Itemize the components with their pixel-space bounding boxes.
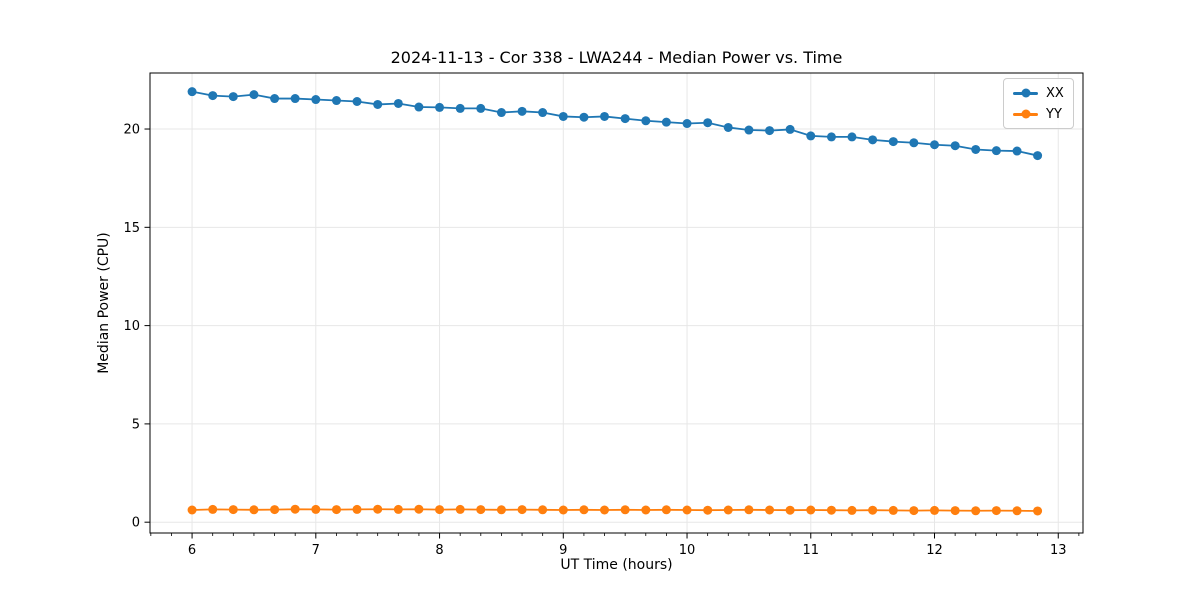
legend-item-xx: XX <box>1013 84 1064 102</box>
svg-text:5: 5 <box>132 417 140 432</box>
svg-text:7: 7 <box>312 543 320 558</box>
legend: XX YY <box>1003 78 1074 129</box>
svg-text:6: 6 <box>188 543 196 558</box>
legend-dot-xx-icon <box>1021 88 1030 98</box>
svg-text:20: 20 <box>123 123 140 138</box>
legend-item-yy: YY <box>1013 105 1064 123</box>
legend-label-yy: YY <box>1046 106 1062 122</box>
svg-text:9: 9 <box>559 543 567 558</box>
svg-text:8: 8 <box>435 543 443 558</box>
svg-text:12: 12 <box>926 543 943 558</box>
svg-text:15: 15 <box>123 221 140 236</box>
svg-text:13: 13 <box>1050 543 1067 558</box>
chart-title: 2024-11-13 - Cor 338 - LWA244 - Median P… <box>390 48 843 67</box>
svg-text:10: 10 <box>123 319 140 334</box>
legend-dot-yy-icon <box>1021 109 1030 119</box>
legend-marker-xx-icon <box>1013 88 1038 98</box>
legend-marker-yy-icon <box>1013 109 1038 119</box>
legend-label-xx: XX <box>1046 85 1064 101</box>
x-axis-label: UT Time (hours) <box>560 557 673 573</box>
svg-text:11: 11 <box>802 543 819 558</box>
svg-text:10: 10 <box>679 543 696 558</box>
svg-text:0: 0 <box>132 516 140 531</box>
